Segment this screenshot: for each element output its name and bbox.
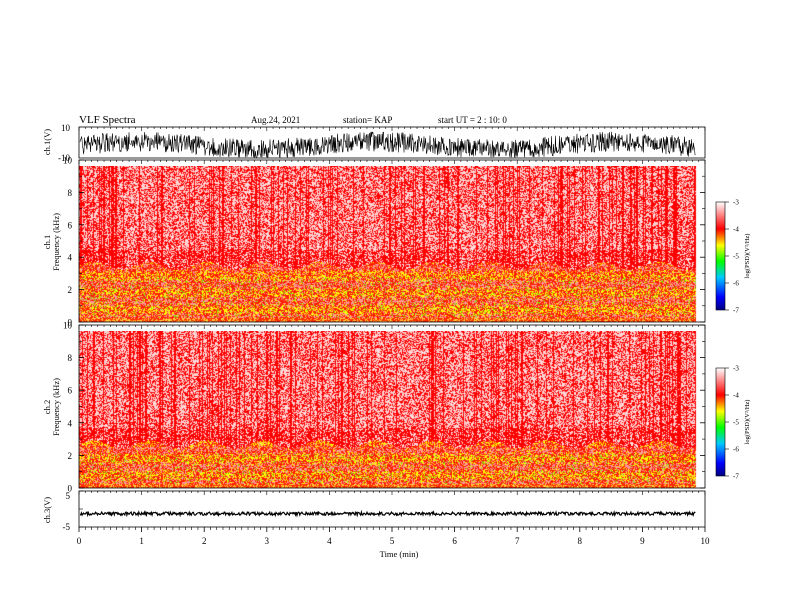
time-tick-label: 5	[390, 536, 395, 546]
ch1-spectrogram-panel: 0 2 4 6 8 10 ch.1 Frequency (kHz)	[42, 156, 706, 328]
time-tick-label: 4	[327, 536, 332, 546]
freq-tick-label: 8	[68, 188, 73, 198]
ch1-channel-label: ch.1	[42, 235, 52, 249]
time-tick-label: 9	[640, 536, 645, 546]
ch2-frequency-ylabel: Frequency (kHz)	[51, 378, 61, 436]
time-tick-label: 7	[515, 536, 520, 546]
time-tick-label: 10	[701, 536, 711, 546]
ch3-waveform-line	[79, 509, 696, 518]
date-label: Aug.24, 2021	[251, 115, 300, 125]
freq-tick-label: 0	[68, 318, 73, 328]
time-axis-label: Time (min)	[380, 549, 419, 559]
colorbar-tick-label: -7	[733, 307, 739, 315]
ch1-waveform-ylabel: ch.1(V)	[42, 129, 52, 155]
ch2-channel-label: ch.2	[42, 400, 52, 414]
freq-tick-label: 4	[68, 418, 73, 428]
ch2-colorbar-label: log(PSD)(V²/Hz)	[744, 400, 751, 445]
ch1-frequency-ylabel: Frequency (kHz)	[51, 213, 61, 271]
ch2-colorbar-scale	[715, 367, 726, 477]
freq-tick-label: 0	[68, 484, 73, 494]
ch3-waveform-frame	[78, 490, 706, 528]
time-tick-label: 2	[202, 536, 207, 546]
time-tick-label: 8	[578, 536, 583, 546]
station-label: station= KAP	[343, 115, 392, 125]
colorbar-tick-label: -5	[733, 419, 739, 427]
ch2-colorbar: -3 -4 -5 -6 -7 log(PSD)(V²/Hz)	[715, 365, 751, 481]
colorbar-tick-label: -5	[733, 253, 739, 261]
ch1-ytick-bottom: -10	[58, 153, 70, 163]
ch1-ytick-top: 10	[61, 123, 71, 133]
colorbar-tick-label: -3	[733, 199, 739, 207]
ch3-waveform-trace	[79, 490, 696, 528]
ch1-colorbar: -3 -4 -5 -6 -7 log(PSD)(V²/Hz)	[715, 199, 751, 315]
freq-tick-label: 6	[68, 386, 73, 396]
colorbar-tick-label: -4	[733, 226, 739, 234]
start-time-label: start UT = 2 : 10: 0	[438, 115, 507, 125]
ch2-spectrogram-image	[79, 331, 705, 488]
freq-tick-label: 2	[68, 285, 73, 295]
colorbar-tick-label: -4	[733, 392, 739, 400]
time-tick-label: 0	[77, 536, 82, 546]
time-axis: 0 1 2 3 4 5 6 7 8 9 10	[77, 127, 710, 546]
ch1-colorbar-scale	[715, 201, 726, 311]
ch3-ytick-top: 5	[66, 491, 71, 501]
time-tick-label: 1	[139, 536, 144, 546]
time-tick-label: 3	[265, 536, 270, 546]
freq-tick-label: 6	[68, 220, 73, 230]
colorbar-tick-label: -7	[733, 473, 739, 481]
ch3-ytick-bottom: -5	[63, 522, 71, 532]
figure-title: VLF Spectra	[79, 114, 136, 126]
ch3-waveform-ylabel: ch.3(V)	[42, 497, 52, 523]
colorbar-tick-label: -6	[733, 280, 739, 288]
time-tick-label: 6	[452, 536, 457, 546]
ch3-waveform-panel: 5 -5 ch.3(V)	[42, 490, 706, 532]
freq-tick-label: 2	[68, 451, 73, 461]
colorbar-tick-label: -6	[733, 446, 739, 454]
ch1-waveform-line	[79, 131, 696, 159]
freq-tick-label: 4	[68, 253, 73, 263]
ch1-waveform-trace	[79, 131, 696, 159]
freq-tick-label: 10	[63, 156, 73, 166]
freq-tick-label: 10	[63, 321, 73, 331]
ch1-spectrogram-image	[79, 166, 705, 322]
ch1-colorbar-label: log(PSD)(V²/Hz)	[744, 234, 751, 279]
ch2-spectrogram-panel: 0 2 4 6 8 10 ch.2 Frequency (kHz)	[42, 321, 706, 494]
colorbar-tick-label: -3	[733, 365, 739, 373]
freq-tick-label: 8	[68, 353, 73, 363]
